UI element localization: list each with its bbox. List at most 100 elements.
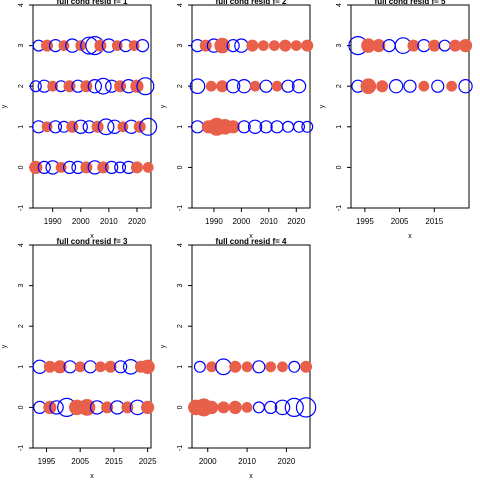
negative-residual-point xyxy=(49,400,64,415)
negative-residual-point xyxy=(247,119,263,135)
x-tick-label: 2000 xyxy=(232,217,250,226)
x-tick-label: 2020 xyxy=(278,457,296,466)
positive-residual-point xyxy=(301,39,314,52)
negative-residual-point xyxy=(114,161,127,174)
positive-residual-point xyxy=(241,402,253,413)
negative-residual-point xyxy=(237,120,251,134)
y-tick-label: 3 xyxy=(18,284,25,288)
positive-residual-point xyxy=(228,400,242,414)
panel-4: full cond resid f= 3 1995 2005 2015 2025 x -1 0… xyxy=(1,237,157,480)
negative-residual-point xyxy=(225,78,241,94)
positive-residual-point xyxy=(205,400,219,414)
positive-residual-point xyxy=(214,37,230,54)
positive-residual-point xyxy=(268,40,280,51)
x-axis-label: x xyxy=(90,473,94,480)
negative-residual-point xyxy=(417,38,431,53)
positive-residual-point xyxy=(206,361,218,373)
y-axis-label: y xyxy=(319,104,326,108)
y-tick-label: 2 xyxy=(177,324,184,328)
x-tick-label: 1990 xyxy=(44,217,62,226)
x-tick-label: 1995 xyxy=(38,457,56,466)
negative-residual-point xyxy=(135,38,150,53)
y-tick-label: 0 xyxy=(18,405,25,409)
positive-residual-point xyxy=(91,120,104,133)
y-tick-label: 0 xyxy=(177,405,184,409)
negative-residual-point xyxy=(73,119,88,135)
y-tick-label: -1 xyxy=(177,205,184,211)
x-tick-label: 2000 xyxy=(199,457,217,466)
x-axis-label: x xyxy=(408,233,412,240)
negative-residual-point xyxy=(259,120,273,134)
positive-residual-point xyxy=(257,40,269,51)
y-tick-label: 0 xyxy=(336,165,343,169)
negative-residual-point xyxy=(403,79,417,93)
negative-residual-point xyxy=(94,77,112,95)
x-tick-label: 1990 xyxy=(205,217,223,226)
panel-title: full cond resid f= 2 xyxy=(216,0,287,6)
negative-residual-point xyxy=(270,120,284,134)
negative-residual-point xyxy=(105,160,119,174)
x-axis-label: x xyxy=(249,233,253,240)
positive-residual-point xyxy=(360,78,377,94)
positive-residual-point xyxy=(217,401,230,414)
positive-residual-point xyxy=(58,40,70,51)
negative-residual-point xyxy=(226,38,240,53)
panel-title: full cond resid f= 4 xyxy=(216,237,287,246)
positive-residual-point xyxy=(241,361,253,373)
y-tick-label: 1 xyxy=(18,125,25,129)
y-tick-label: -1 xyxy=(336,205,343,211)
x-tick-label: 1995 xyxy=(356,217,374,226)
positive-residual-point xyxy=(418,80,430,92)
negative-residual-point xyxy=(264,400,278,414)
x-tick-label: 2010 xyxy=(238,457,256,466)
panel-title: full cond resid f= 5 xyxy=(375,0,446,6)
positive-residual-point xyxy=(372,39,386,53)
positive-residual-point xyxy=(94,39,107,52)
positive-residual-point xyxy=(66,120,79,133)
y-tick-label: 4 xyxy=(336,3,343,7)
negative-residual-point xyxy=(62,160,77,174)
y-tick-label: 1 xyxy=(336,125,343,129)
y-tick-label: -1 xyxy=(18,205,25,211)
y-tick-label: 3 xyxy=(18,44,25,48)
y-tick-label: 4 xyxy=(18,3,25,7)
y-tick-label: 3 xyxy=(177,44,184,48)
y-tick-label: 4 xyxy=(18,243,25,247)
positive-residual-point xyxy=(104,360,117,373)
negative-residual-point xyxy=(288,360,301,373)
negative-residual-point xyxy=(189,78,206,94)
positive-residual-point xyxy=(265,361,277,373)
plot-frame xyxy=(32,4,152,209)
panel-3: full cond resid f= 5 1995 2005 2015 x -1 0 1 2 3 4… xyxy=(319,0,473,240)
positive-residual-point xyxy=(47,80,59,92)
y-axis-label: y xyxy=(160,104,167,108)
positive-residual-point xyxy=(279,39,292,52)
y-axis-label: y xyxy=(160,344,167,348)
positive-residual-point xyxy=(290,40,302,51)
positive-residual-point xyxy=(361,38,376,53)
y-tick-label: -1 xyxy=(18,445,25,451)
negative-residual-point xyxy=(458,78,473,94)
negative-residual-point xyxy=(37,160,51,174)
positive-residual-point xyxy=(130,161,143,174)
positive-residual-point xyxy=(78,399,96,416)
negative-residual-point xyxy=(284,397,304,417)
positive-residual-point xyxy=(458,39,473,53)
x-tick-label: 2000 xyxy=(72,217,90,226)
negative-residual-point xyxy=(295,397,317,418)
positive-residual-point xyxy=(277,361,288,373)
negative-residual-point xyxy=(87,78,103,94)
negative-residual-point xyxy=(215,358,232,376)
negative-residual-point xyxy=(282,120,295,133)
negative-residual-point xyxy=(301,120,314,133)
y-tick-label: 0 xyxy=(177,165,184,169)
y-tick-label: 4 xyxy=(177,3,184,7)
plot-frame xyxy=(350,4,470,209)
panel-title: full cond resid f= 1 xyxy=(57,0,128,6)
y-tick-label: 0 xyxy=(18,165,25,169)
x-tick-label: 2015 xyxy=(425,217,443,226)
x-tick-label: 2020 xyxy=(287,217,305,226)
positive-residual-point xyxy=(271,80,283,92)
positive-residual-point xyxy=(376,80,389,93)
